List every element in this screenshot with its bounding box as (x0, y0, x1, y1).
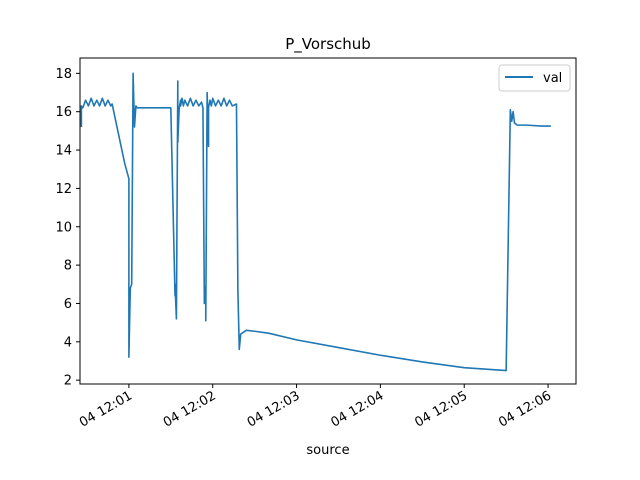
y-tick-label: 10 (55, 220, 72, 235)
y-tick-label: 6 (64, 297, 72, 312)
legend: val (498, 64, 571, 92)
y-tick-label: 12 (55, 182, 72, 197)
y-tick-label: 2 (64, 374, 72, 389)
legend-box (498, 64, 571, 92)
series-line-val (80, 72, 551, 372)
plot-frame (79, 57, 577, 385)
y-tick-label: 18 (55, 67, 72, 82)
y-tick-label: 14 (55, 144, 72, 159)
y-tick-label: 16 (55, 105, 72, 120)
y-tick-label: 8 (64, 259, 72, 274)
chart-title: P_Vorschub (285, 35, 371, 54)
plot-line-layer (80, 72, 551, 372)
x-axis-label: source (306, 443, 349, 458)
y-tick-label: 4 (64, 335, 72, 350)
y-axis: 2 4 6 8 10 12 14 16 18 (55, 67, 80, 389)
legend-label-val: val (543, 71, 562, 86)
